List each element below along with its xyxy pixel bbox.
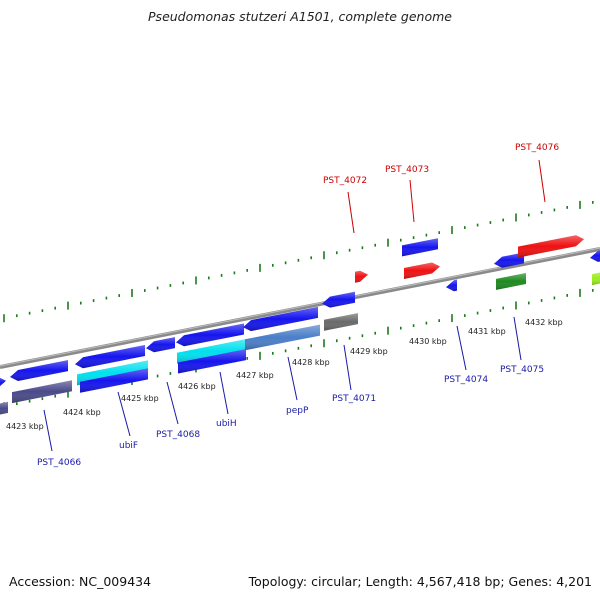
- gene-feature-shade-0: [0, 377, 6, 387]
- gene-feature-shade-16: [402, 238, 438, 257]
- scale-label-7: 4430 kbp: [409, 337, 447, 346]
- gene-feature-shade-11: [243, 306, 318, 332]
- scale-label-0: 4423 kbp: [6, 422, 44, 431]
- leader-line-4: [287, 356, 298, 401]
- gene-label-4: pepP: [286, 406, 309, 416]
- outer-scale-track: [3, 200, 594, 323]
- gene-label-2: PST_4068: [156, 430, 200, 440]
- gene-label-9: PST_4075: [500, 365, 544, 375]
- scale-label-1: 4424 kbp: [63, 408, 101, 417]
- leader-line-2: [166, 381, 179, 425]
- gene-feature-shade-2: [12, 380, 72, 404]
- gene-feature-shade-12: [245, 324, 320, 351]
- gene-features: [0, 235, 600, 415]
- scale-labels: 4423 kbp 4424 kbp 4425 kbp 4426 kbp 4427 kbp…: [6, 318, 563, 431]
- leader-line-7: [409, 179, 415, 223]
- genome-backbone: [0, 247, 600, 369]
- gene-feature-shade-22: [590, 250, 600, 262]
- gene-feature-shade-21: [518, 235, 584, 258]
- gene-feature-shade-13: [322, 291, 355, 308]
- scale-label-6: 4429 kbp: [350, 347, 388, 356]
- gene-feature-shade-15: [355, 270, 368, 283]
- gene-label-8: PST_4074: [444, 375, 488, 385]
- gene-labels: PST_4066 ubiF PST_4068 ubiH pepP PST_4071 PST_…: [37, 143, 559, 468]
- gene-feature-shade-20: [496, 273, 526, 290]
- leader-line-8: [456, 325, 467, 371]
- leader-line-10: [538, 159, 546, 203]
- scale-label-8: 4431 kbp: [468, 327, 506, 336]
- label-leaders: [43, 159, 546, 452]
- gene-feature-shade-9: [177, 339, 246, 364]
- gene-label-5: PST_4071: [332, 394, 376, 404]
- gene-feature-shade-18: [446, 279, 457, 292]
- leader-line-1: [117, 391, 131, 437]
- leader-line-9: [513, 316, 522, 361]
- gene-feature-shade-4: [75, 345, 145, 369]
- gene-feature-shade-6: [80, 368, 148, 393]
- gene-label-10: PST_4076: [515, 143, 559, 153]
- scale-label-5: 4428 kbp: [292, 358, 330, 367]
- figure-title: Pseudomonas stutzeri A1501, complete gen…: [148, 9, 452, 24]
- gene-feature-shade-8: [176, 323, 244, 347]
- gene-feature-shade-1: [10, 360, 68, 381]
- gene-feature-shade-19: [494, 252, 524, 268]
- gene-label-3: ubiH: [216, 419, 237, 429]
- gene-label-0: PST_4066: [37, 458, 81, 468]
- accession-text: Accession: NC_009434: [9, 574, 152, 589]
- leader-line-5: [343, 344, 352, 391]
- leader-line-0: [43, 409, 53, 452]
- gene-feature-shade-14: [324, 313, 358, 331]
- gene-label-7: PST_4073: [385, 165, 429, 175]
- gene-feature-shade-3: [0, 401, 8, 415]
- gene-feature-shade-7: [146, 337, 175, 353]
- scale-label-2: 4425 kbp: [121, 394, 159, 403]
- scale-label-3: 4426 kbp: [178, 382, 216, 391]
- gene-feature-shade-17: [404, 262, 440, 279]
- leader-line-3: [219, 371, 229, 415]
- leader-line-6: [347, 191, 355, 234]
- topology-text: Topology: circular; Length: 4,567,418 bp…: [248, 574, 592, 589]
- scale-label-9: 4432 kbp: [525, 318, 563, 327]
- gene-label-6: PST_4072: [323, 176, 367, 186]
- gene-feature-shade-23: [592, 272, 600, 286]
- gene-feature-shade-10: [178, 349, 246, 374]
- scale-label-4: 4427 kbp: [236, 371, 274, 380]
- gene-label-1: ubiF: [119, 441, 138, 451]
